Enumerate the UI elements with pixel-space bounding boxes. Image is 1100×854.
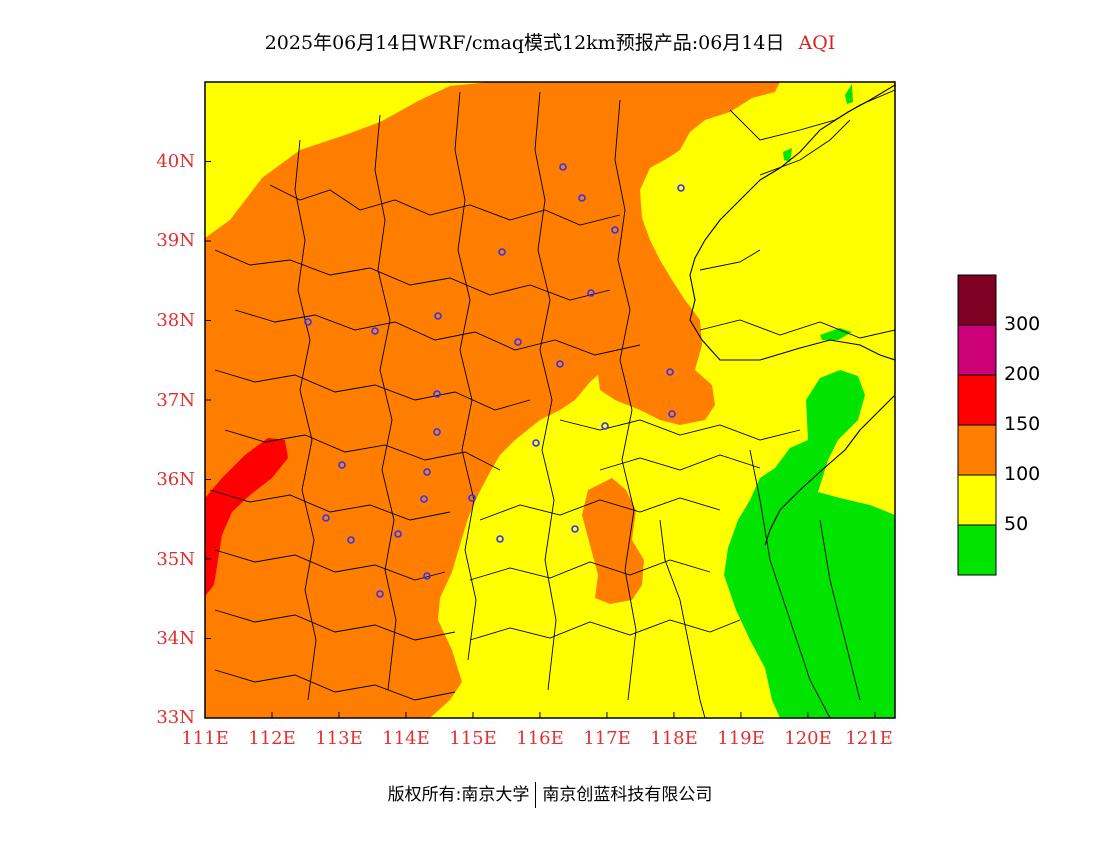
- y-tick-label: 34N: [156, 628, 195, 649]
- aqi-band-0-50-small-a: [820, 328, 852, 340]
- city-marker: [468, 494, 476, 502]
- map-title: 2025年06月14日WRF/cmaq模式12km预报产品:06月14日 AQI: [0, 28, 1100, 55]
- aqi-band-0-50-small-c: [783, 148, 792, 162]
- aqi-band-100-150: [205, 82, 780, 718]
- y-tick-label: 37N: [156, 390, 195, 411]
- y-tick-label: 40N: [156, 151, 195, 172]
- legend-label: 150: [1004, 413, 1041, 435]
- legend-label: 300: [1004, 313, 1041, 335]
- aqi-band-0-50: [724, 370, 895, 718]
- x-tick-label: 114E: [382, 728, 430, 749]
- legend-bin-moderate: [957, 474, 997, 526]
- x-tick-label: 111E: [181, 728, 229, 749]
- city-marker: [434, 312, 442, 320]
- x-tick-label: 117E: [583, 728, 631, 749]
- city-marker: [668, 410, 676, 418]
- legend-label: 200: [1004, 363, 1041, 385]
- city-marker: [587, 289, 595, 297]
- legend-bin-hazardous: [957, 274, 997, 326]
- y-tick-label: 39N: [156, 230, 195, 251]
- footer-right: 南京创蓝科技有限公司: [542, 785, 713, 805]
- x-tick-label: 119E: [717, 728, 765, 749]
- city-marker: [376, 590, 384, 598]
- city-markers: [304, 163, 685, 598]
- y-tick-label: 35N: [156, 549, 195, 570]
- x-tick-label: 120E: [784, 728, 832, 749]
- city-marker: [371, 327, 379, 335]
- tick-marks: [204, 161, 876, 719]
- legend-bin-good: [957, 524, 997, 576]
- footer-left: 版权所有:南京大学: [387, 785, 530, 805]
- aqi-band-150-200: [205, 438, 288, 595]
- city-marker: [666, 368, 674, 376]
- legend-colorbar: [957, 274, 997, 576]
- city-marker: [394, 530, 402, 538]
- city-marker: [420, 495, 428, 503]
- city-marker: [304, 318, 312, 326]
- legend-bin-unhealthy: [957, 374, 997, 426]
- x-tick-label: 115E: [449, 728, 497, 749]
- city-marker: [514, 338, 522, 346]
- city-marker: [571, 525, 579, 533]
- city-marker: [338, 461, 346, 469]
- city-marker: [556, 360, 564, 368]
- legend-label: 50: [1004, 513, 1029, 535]
- title-product: AQI: [798, 32, 836, 54]
- city-marker: [423, 572, 431, 580]
- city-marker: [498, 248, 506, 256]
- city-marker: [601, 422, 609, 430]
- city-marker: [433, 428, 441, 436]
- city-marker: [433, 390, 441, 398]
- city-marker: [559, 163, 567, 171]
- title-main: 2025年06月14日WRF/cmaq模式12km预报产品:06月14日: [264, 32, 785, 54]
- aqi-band-100-150-island: [582, 478, 644, 604]
- coastline: [689, 84, 895, 546]
- city-marker: [322, 514, 330, 522]
- x-tick-label: 113E: [315, 728, 363, 749]
- x-tick-label: 112E: [248, 728, 296, 749]
- city-marker: [347, 536, 355, 544]
- copyright-footer: 版权所有:南京大学 南京创蓝科技有限公司: [0, 780, 1100, 808]
- admin-boundaries: [209, 89, 895, 718]
- x-tick-label: 121E: [845, 728, 893, 749]
- y-tick-label: 36N: [156, 469, 195, 490]
- legend-bin-very-unhealthy: [957, 324, 997, 376]
- aqi-band-0-50-small-b: [845, 84, 853, 104]
- city-marker: [611, 226, 619, 234]
- city-marker: [677, 184, 685, 192]
- legend-label: 100: [1004, 463, 1041, 485]
- city-marker: [496, 535, 504, 543]
- legend-bin-sensitive: [957, 424, 997, 476]
- city-marker: [532, 439, 540, 447]
- x-tick-label: 118E: [650, 728, 698, 749]
- x-tick-label: 116E: [516, 728, 564, 749]
- city-marker: [578, 194, 586, 202]
- map-plot-area: [205, 82, 895, 718]
- y-tick-label: 38N: [156, 310, 195, 331]
- city-marker: [423, 468, 431, 476]
- footer-separator: [535, 782, 537, 808]
- y-tick-label: 33N: [156, 707, 195, 728]
